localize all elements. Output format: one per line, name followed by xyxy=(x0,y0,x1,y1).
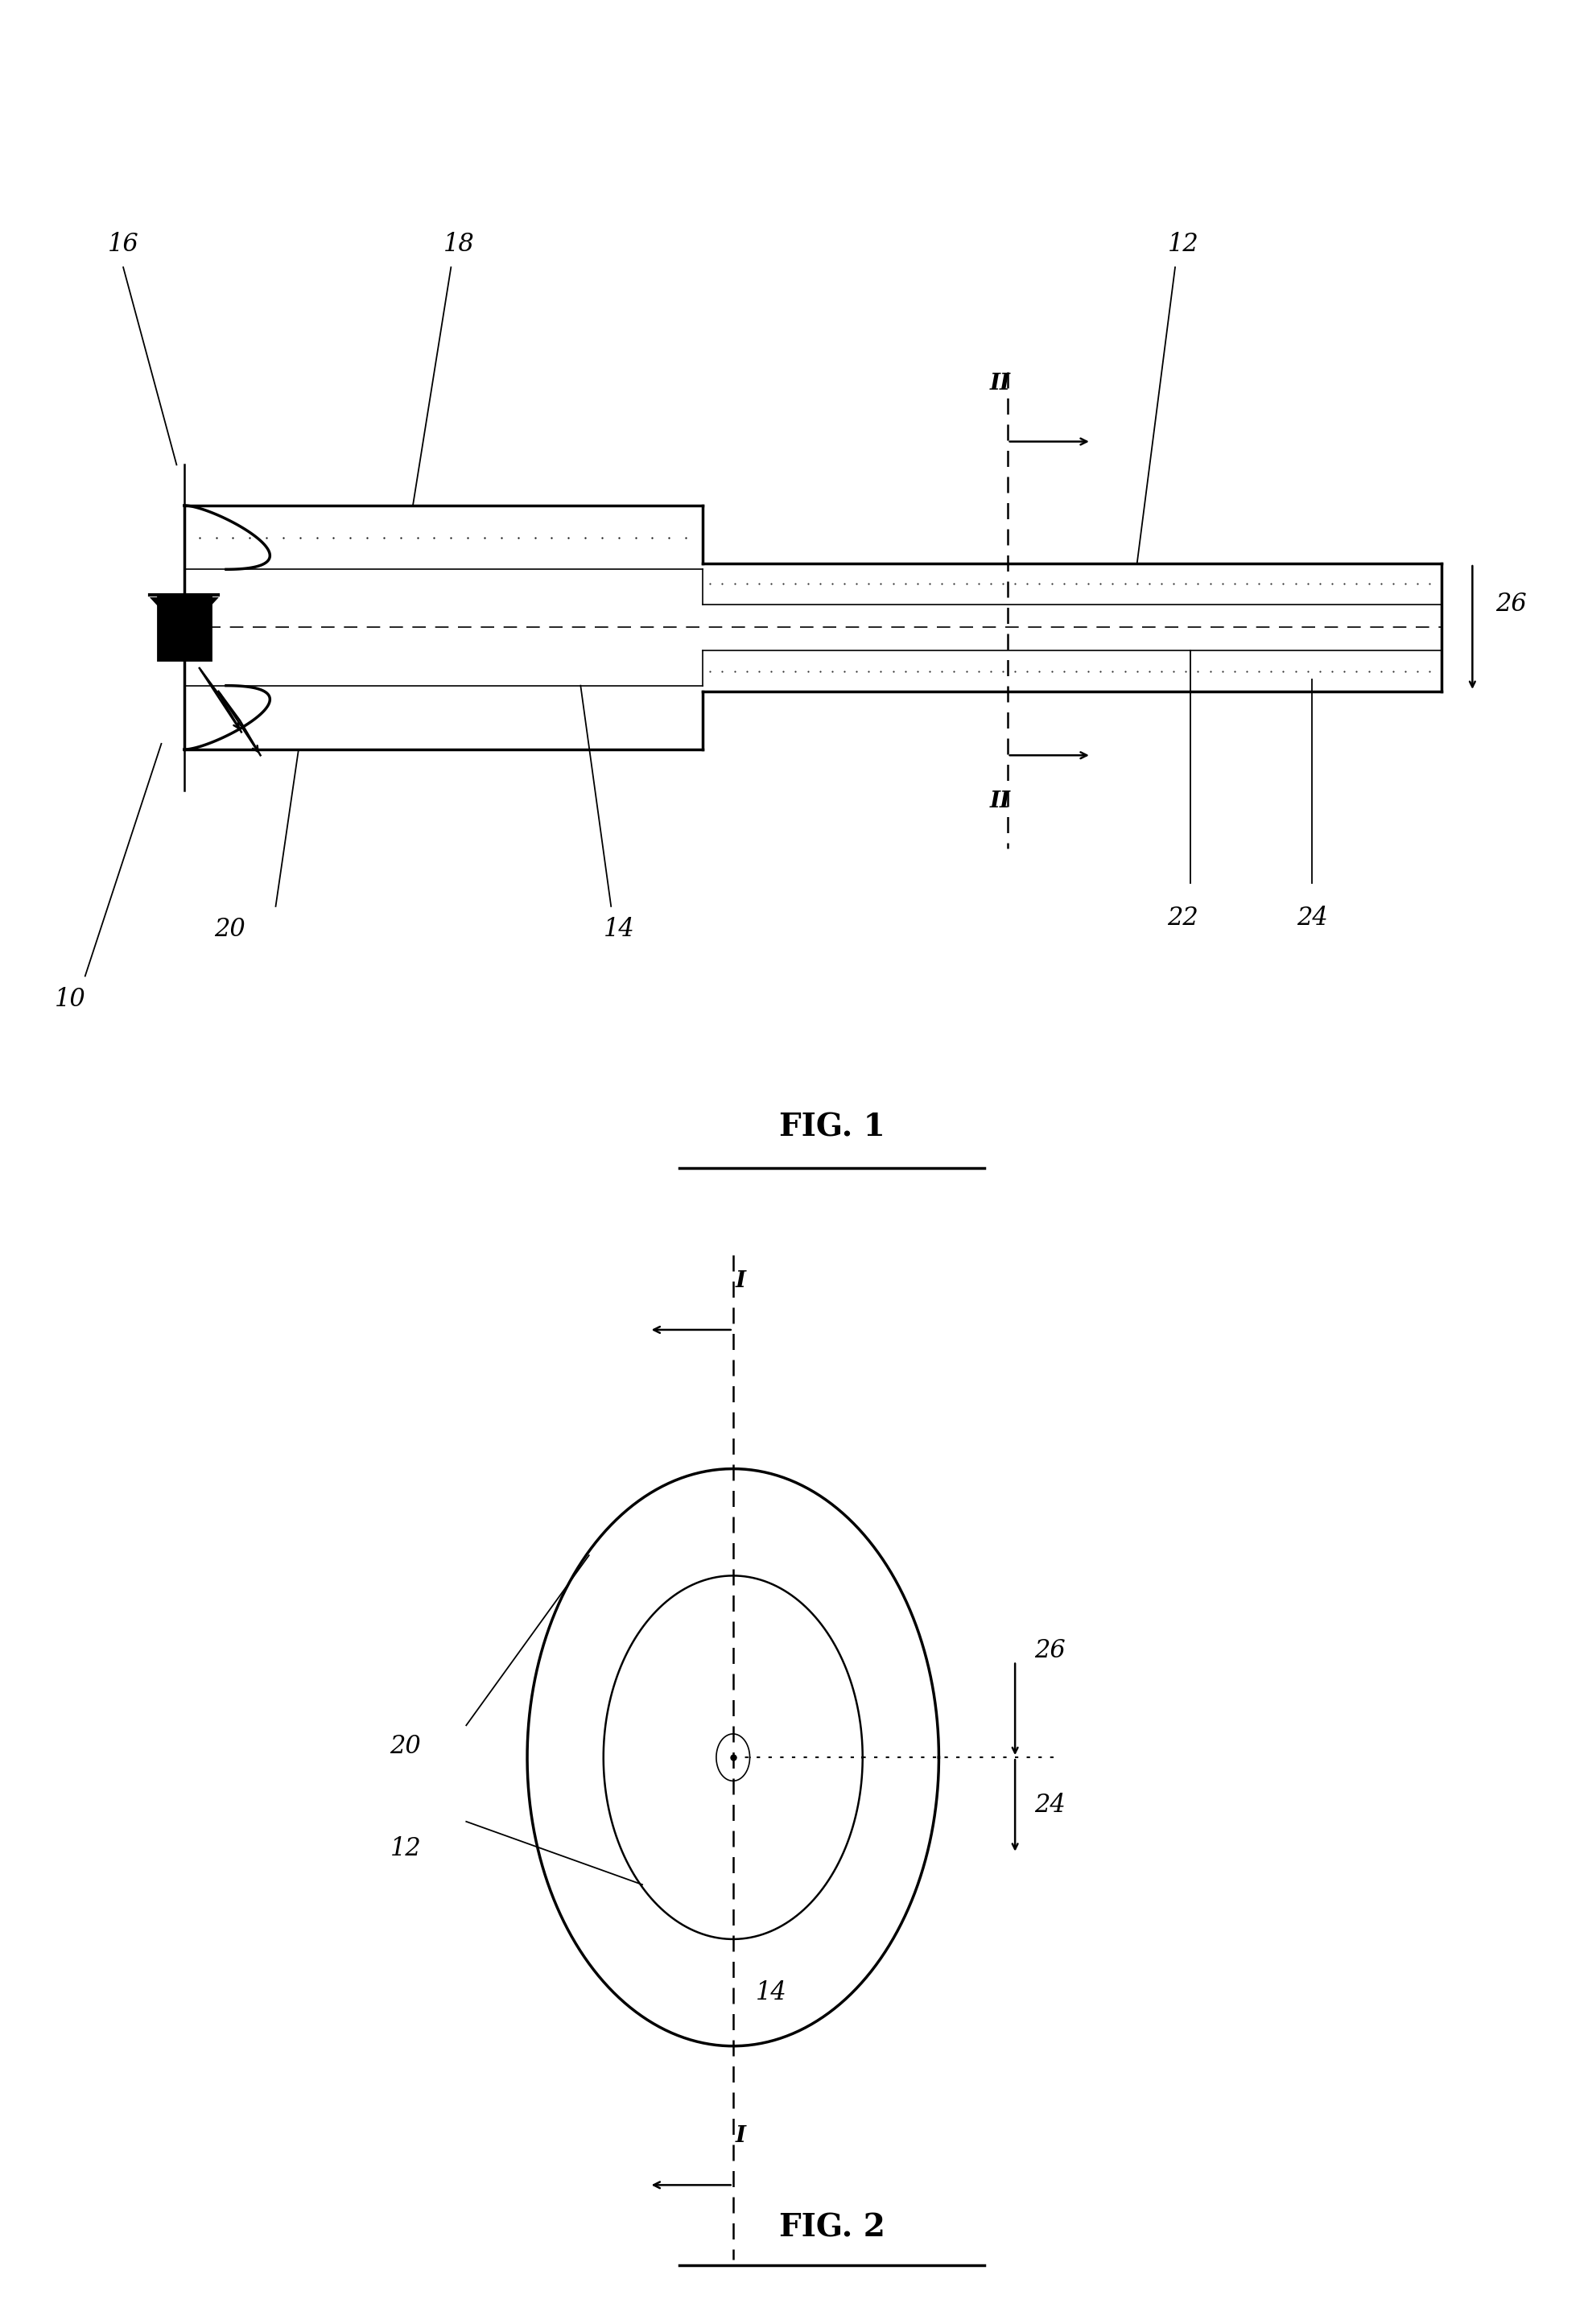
Text: II: II xyxy=(989,372,1010,395)
Text: 14: 14 xyxy=(756,1980,788,2006)
Text: II: II xyxy=(989,790,1010,813)
Text: 24: 24 xyxy=(1297,906,1328,930)
Text: I: I xyxy=(735,2126,746,2147)
Text: 20: 20 xyxy=(391,1734,421,1759)
Polygon shape xyxy=(152,600,216,632)
Text: 12: 12 xyxy=(391,1836,421,1862)
Text: 10: 10 xyxy=(54,988,86,1011)
Text: 14: 14 xyxy=(603,918,635,941)
Text: 12: 12 xyxy=(1167,232,1199,256)
Bar xyxy=(157,595,211,660)
Text: 26: 26 xyxy=(1496,593,1526,616)
Text: 16: 16 xyxy=(108,232,140,256)
Text: 18: 18 xyxy=(443,232,475,256)
Text: I: I xyxy=(735,1271,746,1292)
Text: 22: 22 xyxy=(1167,906,1199,930)
Text: 26: 26 xyxy=(1034,1638,1066,1664)
Text: 20: 20 xyxy=(214,918,245,941)
Text: FIG. 2: FIG. 2 xyxy=(780,2212,885,2243)
Text: 24: 24 xyxy=(1034,1794,1066,1817)
Text: FIG. 1: FIG. 1 xyxy=(780,1111,885,1143)
